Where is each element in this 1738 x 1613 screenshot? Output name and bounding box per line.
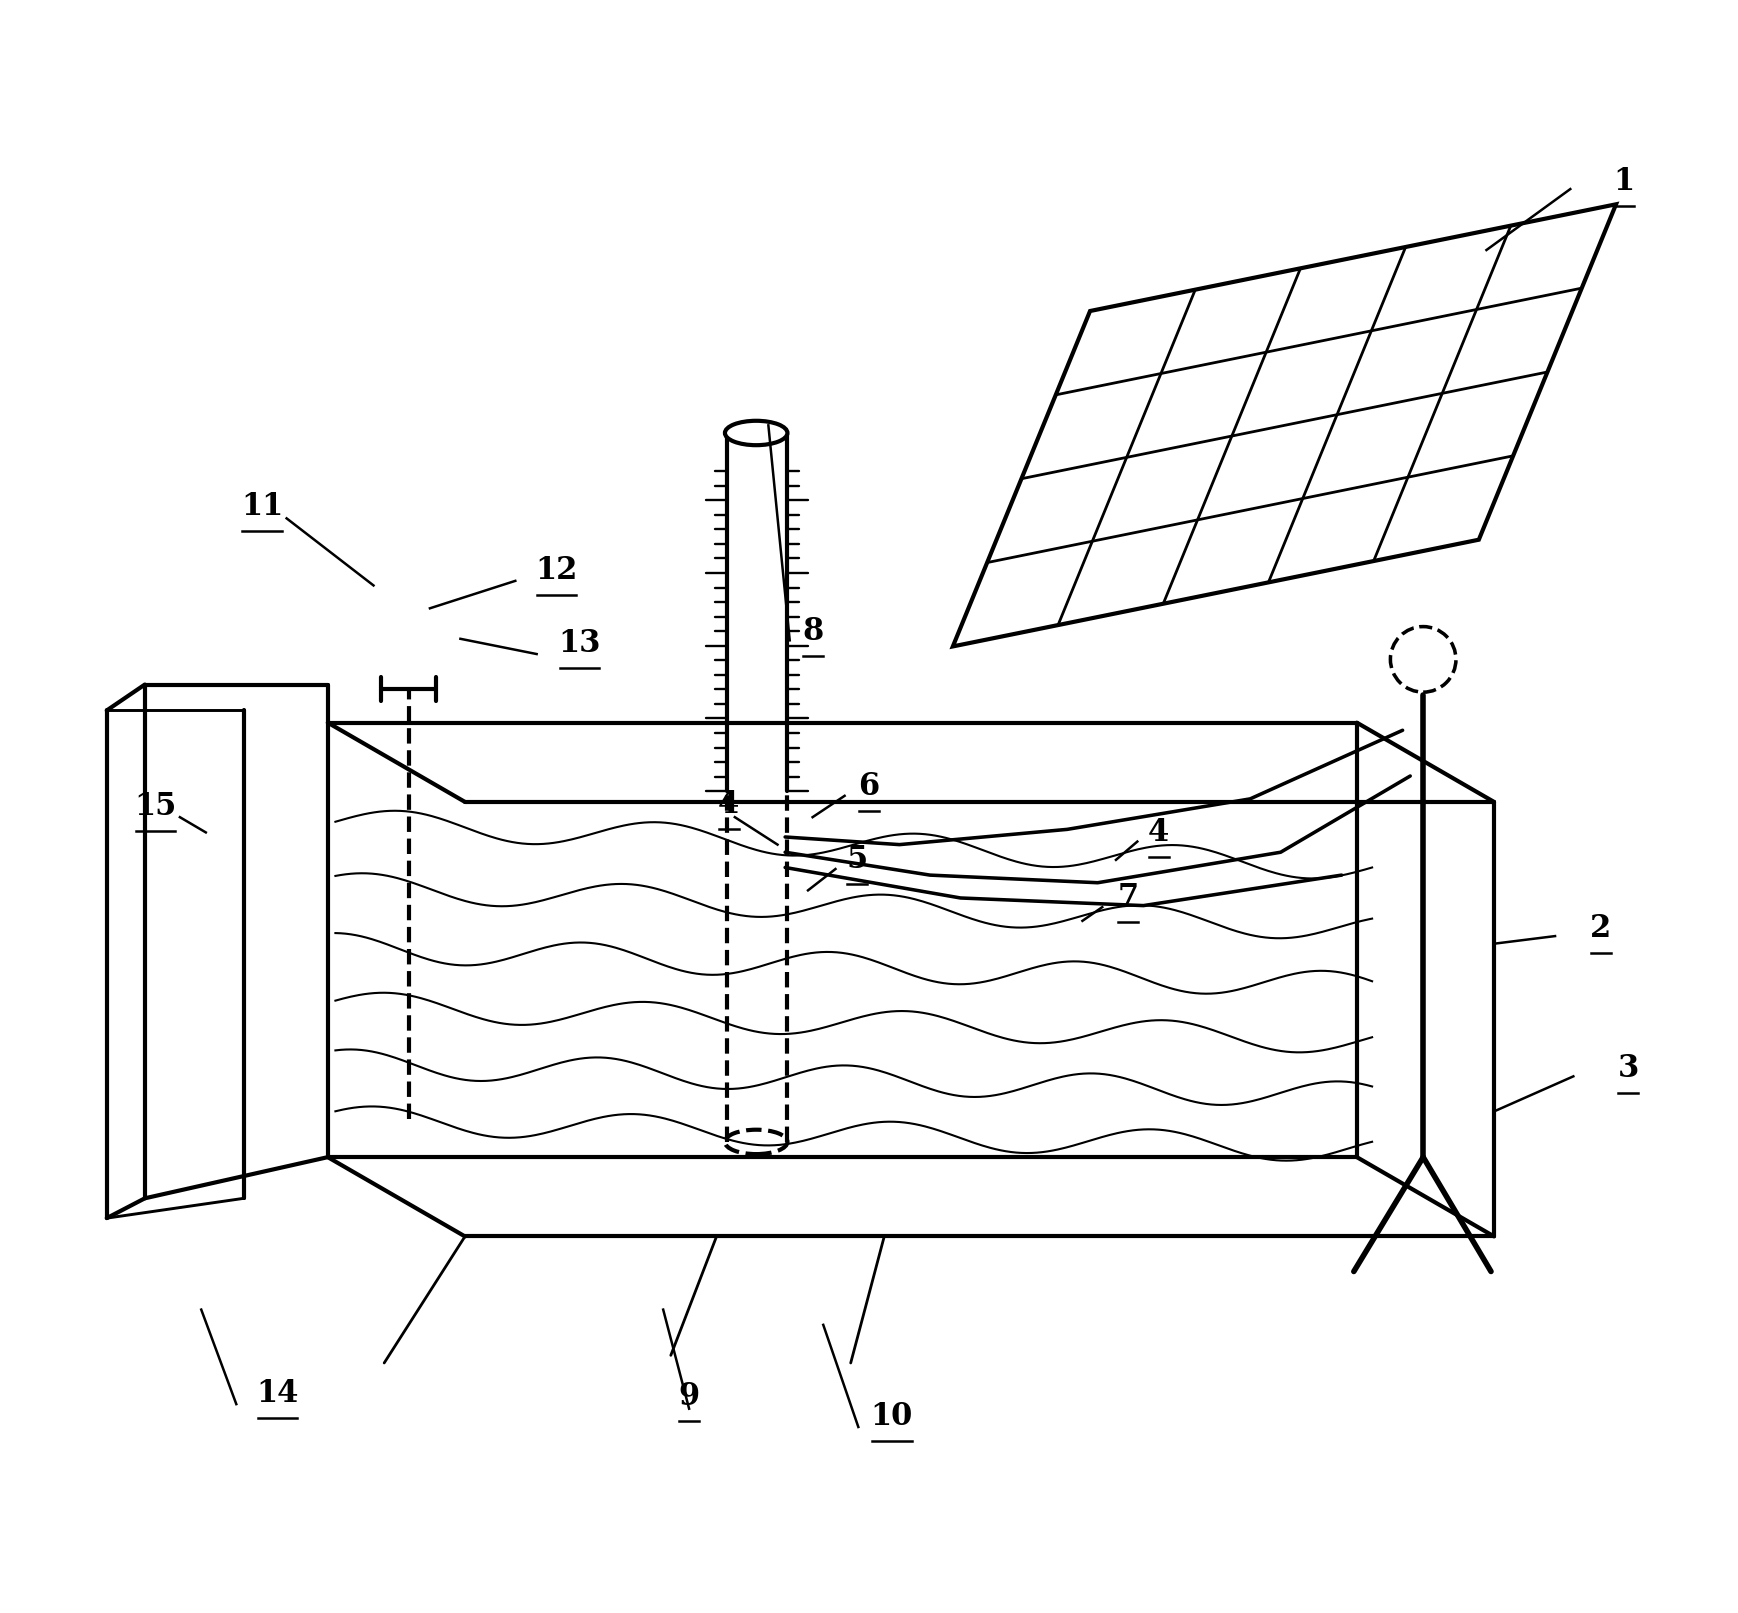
Text: 10: 10 — [871, 1400, 912, 1432]
Text: 5: 5 — [846, 844, 867, 876]
Text: 7: 7 — [1118, 882, 1138, 913]
Text: 15: 15 — [134, 790, 177, 823]
Text: 14: 14 — [255, 1378, 299, 1410]
Ellipse shape — [725, 421, 787, 445]
Text: 11: 11 — [242, 490, 283, 521]
Text: 3: 3 — [1618, 1053, 1639, 1084]
Text: 8: 8 — [801, 616, 824, 647]
Text: 2: 2 — [1590, 913, 1611, 944]
Text: 1: 1 — [1613, 166, 1634, 197]
Text: 12: 12 — [535, 555, 577, 586]
Text: 4: 4 — [718, 789, 739, 821]
Text: 4: 4 — [1149, 816, 1170, 848]
Text: 9: 9 — [678, 1381, 700, 1411]
Text: 13: 13 — [558, 627, 601, 658]
Text: 6: 6 — [859, 771, 879, 802]
